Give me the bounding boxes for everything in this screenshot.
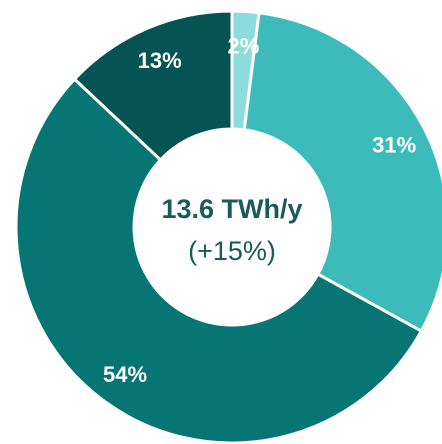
slice-label-31-pct: 31% xyxy=(372,132,416,157)
slice-label-13-pct: 13% xyxy=(138,48,182,73)
slice-label-54-pct: 54% xyxy=(103,362,147,387)
center-change-value: (+15%) xyxy=(188,236,276,266)
donut-slice-13-pct xyxy=(72,9,234,163)
donut-slices xyxy=(14,9,442,444)
slice-label-2-pct: 2% xyxy=(228,33,260,58)
center-total-value: 13.6 TWh/y xyxy=(161,194,302,224)
slice-labels: 2% 31% 54% 13% xyxy=(103,33,416,387)
donut-slice-31-pct xyxy=(242,11,442,334)
donut-slice-54-pct xyxy=(14,77,424,444)
